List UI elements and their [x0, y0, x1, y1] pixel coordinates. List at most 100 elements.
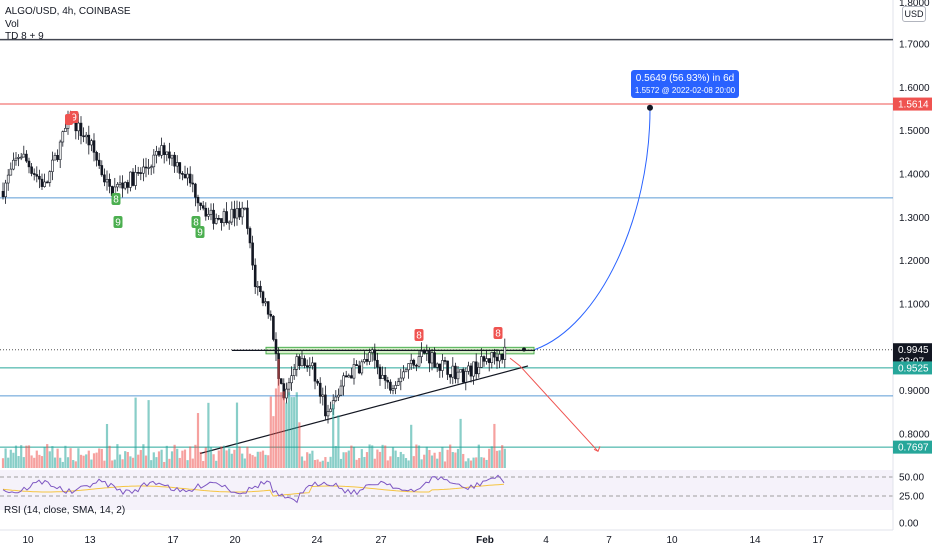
candle-body	[82, 135, 85, 138]
candle-body	[251, 242, 254, 266]
candle-body	[500, 353, 504, 360]
candle-body	[469, 365, 473, 377]
volume-bar	[150, 460, 153, 468]
volume-bar	[503, 448, 506, 468]
volume-bar	[472, 457, 475, 468]
volume-bar	[384, 445, 387, 468]
ascending-trendline	[199, 365, 529, 455]
volume-bar	[243, 458, 246, 468]
td-sequential-label[interactable]: TD 8 + 9	[5, 31, 44, 42]
candle-body	[344, 375, 348, 378]
candle-body	[389, 381, 392, 391]
candle-body	[415, 364, 418, 367]
candle-body	[376, 359, 379, 368]
price-axis-tick: 1.5000	[899, 126, 930, 137]
volume-bar	[220, 446, 223, 468]
candle-body	[238, 208, 241, 218]
candle-body	[9, 168, 13, 176]
td-marker-badge	[65, 114, 73, 125]
candle-body	[103, 174, 106, 183]
volume-bar	[378, 451, 382, 468]
volume-bar	[311, 450, 314, 468]
candle-body	[274, 339, 278, 354]
candle-body	[305, 365, 309, 368]
candle-body	[248, 228, 252, 244]
candle-body	[474, 361, 478, 375]
bearish-projection-path	[509, 357, 599, 452]
volume-bar	[74, 461, 77, 468]
volume-bar	[425, 446, 428, 468]
candle-body	[25, 153, 28, 162]
candle-body	[428, 350, 431, 364]
candle-body	[287, 382, 291, 390]
volume-bar	[438, 451, 441, 468]
candle-body	[217, 217, 221, 220]
candle-body	[480, 356, 483, 368]
candle-body	[129, 171, 132, 188]
volume-bar	[282, 391, 285, 468]
candle-body	[168, 151, 171, 159]
volume-bar	[342, 452, 345, 468]
volume-bar	[272, 416, 275, 468]
volume-bar	[17, 456, 20, 468]
volume-bar	[113, 459, 116, 468]
candle-body	[17, 157, 20, 159]
candle-body	[95, 152, 98, 161]
volume-bar	[79, 454, 83, 468]
time-axis-tick: 20	[229, 535, 241, 546]
volume-bar	[332, 404, 335, 468]
volume-bar	[389, 456, 392, 468]
volume-bar	[365, 452, 369, 468]
volume-bar	[126, 451, 129, 468]
volume-bar	[285, 402, 288, 468]
candle-body	[134, 172, 137, 186]
candle-body	[298, 356, 301, 367]
volume-bar	[129, 456, 132, 468]
volume-bar	[488, 448, 491, 468]
candle-body	[118, 182, 122, 185]
volume-bar	[319, 461, 322, 468]
price-label-value: 0.9525	[898, 363, 929, 374]
volume-bar	[371, 445, 374, 468]
projection-change: 0.5649 (56.93%) in 6d	[635, 73, 735, 84]
volume-bar	[100, 448, 103, 468]
volume-bar	[173, 444, 176, 468]
candle-body	[451, 365, 455, 378]
price-axis-tick: 1.4000	[899, 170, 930, 181]
candle-body	[201, 205, 205, 209]
candle-body	[261, 291, 265, 304]
candle-body	[259, 285, 262, 293]
candle-body	[487, 358, 491, 363]
volume-bar	[329, 456, 332, 468]
candle-body	[165, 151, 169, 155]
td-marker-badge	[414, 329, 424, 341]
rsi-indicator-label[interactable]: RSI (14, close, SMA, 14, 2)	[4, 505, 126, 516]
candle-body	[383, 375, 387, 381]
currency-button[interactable]: USD	[902, 6, 926, 22]
volume-bar	[35, 450, 38, 468]
time-axis-tick: Feb	[476, 535, 494, 546]
candle-body	[490, 352, 494, 363]
volume-bar	[38, 454, 41, 468]
price-axis-tick: 0.9000	[899, 386, 930, 397]
candle-body	[454, 365, 457, 380]
rsi-axis-tick: 0.00	[899, 519, 919, 530]
rsi-axis-tick: 50.00	[899, 473, 924, 484]
candle-body	[48, 171, 52, 183]
candle-body	[220, 218, 223, 224]
candle-body	[178, 162, 182, 174]
volume-bar	[254, 456, 257, 468]
candle-body	[97, 159, 101, 166]
candle-body	[435, 363, 439, 368]
volume-bar	[261, 450, 265, 468]
price-axis-tick: 1.6000	[899, 83, 930, 94]
volume-bar	[399, 451, 402, 468]
volume-bar	[134, 397, 137, 468]
candle-body	[290, 375, 293, 384]
candle-body	[324, 394, 327, 417]
volume-indicator-label[interactable]: Vol	[5, 19, 19, 30]
time-axis-tick: 10	[666, 535, 678, 546]
volume-bar	[103, 460, 106, 468]
volume-bar	[321, 460, 324, 468]
